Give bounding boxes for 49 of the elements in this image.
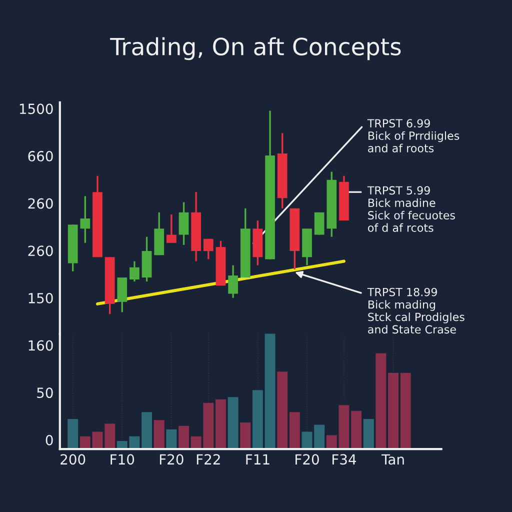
- chart-title: Trading, On aft Concepts: [110, 37, 401, 60]
- bar: [314, 424, 325, 450]
- bar: [252, 390, 263, 450]
- x-tick-label: F11: [246, 454, 270, 464]
- x-tick-label: F34: [332, 454, 356, 465]
- x-tick-label: F20: [160, 454, 184, 465]
- bar: [264, 334, 276, 450]
- bar: [178, 426, 189, 450]
- bar: [154, 420, 164, 450]
- text: 660: [28, 150, 53, 162]
- bar: [142, 412, 152, 450]
- text: 260: [28, 198, 53, 209]
- candlestick: [203, 238, 214, 260]
- text: 150: [28, 292, 53, 304]
- bar: [388, 372, 399, 450]
- bar: [68, 419, 78, 450]
- candlestick: [228, 264, 238, 299]
- x-tick-label: Tan: [381, 454, 404, 465]
- text: 1500: [20, 104, 53, 114]
- bar: [80, 436, 90, 450]
- bar: [228, 397, 238, 450]
- text: 160: [28, 340, 53, 351]
- candlestick: [130, 260, 140, 282]
- bar: [289, 412, 300, 450]
- annotation: TRPST 6.99 Bick of Prrdiigles and af roots: [367, 119, 460, 152]
- bar: [166, 429, 177, 450]
- bar: [216, 399, 226, 450]
- bar: [351, 410, 362, 450]
- x-tick-label: 200: [60, 454, 86, 465]
- bar: [277, 372, 288, 450]
- bar: [104, 424, 116, 450]
- x-tick-label: F10: [110, 454, 134, 465]
- bar: [363, 419, 374, 450]
- bar: [240, 422, 251, 450]
- candlestick: [314, 212, 324, 236]
- text: 50: [37, 388, 53, 398]
- bar: [400, 372, 411, 450]
- text: 260: [28, 246, 53, 256]
- candlestick: [178, 201, 189, 246]
- x-tick-label: F22: [196, 454, 220, 464]
- bar: [376, 353, 386, 450]
- annotation: TRPST 18.99 Bick mading Stck cal Prodigles and State Crase: [367, 288, 464, 334]
- candlestick: [166, 214, 176, 244]
- annotation: TRPST 5.99 Bick madine Sick of fecuotes of d af rcots: [367, 186, 455, 232]
- text: 0: [46, 434, 53, 446]
- bar: [92, 432, 103, 450]
- x-tick-label: F20: [296, 454, 319, 465]
- candlestick: [80, 195, 90, 244]
- bar: [302, 432, 312, 450]
